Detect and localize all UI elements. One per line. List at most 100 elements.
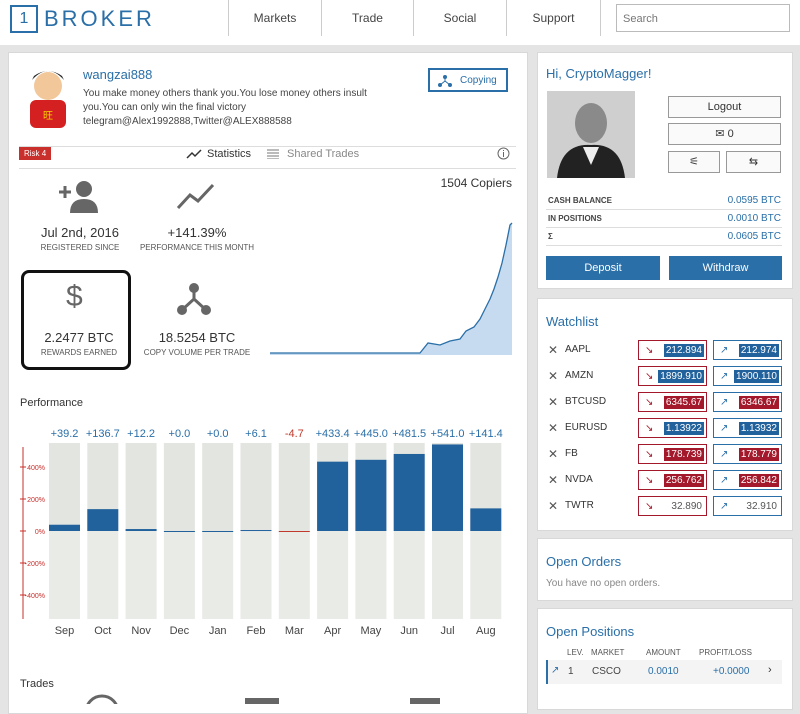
tab[interactable]: Shared Trades xyxy=(287,148,360,160)
bar xyxy=(393,453,425,531)
transfer-button[interactable]: ⇆ xyxy=(726,151,781,173)
panel-title: Open Positions xyxy=(546,624,635,639)
username[interactable]: wangzai888 xyxy=(83,67,153,82)
sell-box[interactable]: ↘ 6345.67 xyxy=(638,392,707,412)
value-label: +445.0 xyxy=(354,428,388,440)
price: 32.890 xyxy=(669,500,704,513)
remove-icon: ✕ xyxy=(548,499,559,513)
svg-text:旺: 旺 xyxy=(43,111,53,122)
stat-label: REWARDS EARNED xyxy=(40,348,118,357)
x-tick-label: Nov xyxy=(131,625,151,637)
position-cell: 0.0010 xyxy=(648,666,679,677)
avatar: 旺 xyxy=(30,71,66,128)
symbol: TWTR xyxy=(565,500,594,511)
withdraw-button[interactable]: Withdraw xyxy=(669,256,782,280)
price: 6346.67 xyxy=(738,396,779,409)
stat-label: PERFORMANCE THIS MONTH xyxy=(139,243,255,252)
balance-label: Σ xyxy=(548,232,553,241)
buy-box[interactable]: ↗ 256.842 xyxy=(713,470,782,490)
column-bg xyxy=(87,531,119,619)
x-tick-label: Oct xyxy=(94,625,111,637)
stat-value: 18.5254 BTC xyxy=(158,330,236,345)
position-cell: CSCO xyxy=(592,666,621,677)
sell-box[interactable]: ↘ 1.13922 xyxy=(638,418,707,438)
position-row[interactable] xyxy=(546,660,782,684)
remove-icon: ✕ xyxy=(548,473,559,487)
copiers: 1504 Copiers xyxy=(440,176,512,190)
nav-item[interactable]: Trade xyxy=(321,0,413,36)
symbol: AMZN xyxy=(565,370,594,381)
section-title: Trades xyxy=(20,678,54,690)
price: 178.779 xyxy=(738,448,779,461)
price: 1900.110 xyxy=(734,370,779,383)
copying-button[interactable]: Copying xyxy=(428,68,508,92)
remove-icon: ✕ xyxy=(548,421,559,435)
trend-icon: ↗ xyxy=(720,475,729,486)
nav-item[interactable]: Markets xyxy=(228,0,321,36)
search-input[interactable]: Search xyxy=(616,4,790,32)
column-header: PROFIT/LOSS xyxy=(699,648,752,657)
bar xyxy=(49,524,80,531)
nav-item[interactable]: Social xyxy=(413,0,506,36)
balance-value: 0.0605 BTC xyxy=(727,231,781,242)
price: 178.739 xyxy=(663,448,704,461)
y-tick-label: -200% xyxy=(25,561,45,568)
tab[interactable]: Statistics xyxy=(207,148,252,160)
column-bg xyxy=(278,443,310,531)
trend-icon: ↗ xyxy=(720,397,729,408)
trend-icon: ↘ xyxy=(645,423,654,434)
sell-box[interactable]: ↘ 32.890 xyxy=(638,496,707,516)
balance-value: 0.0595 BTC xyxy=(727,195,781,206)
message-count: 0 xyxy=(727,128,734,140)
divider xyxy=(19,168,516,169)
buy-box[interactable]: ↗ 178.779 xyxy=(713,444,782,464)
value-label: +433.4 xyxy=(316,428,350,440)
header xyxy=(0,0,800,45)
buy-box[interactable]: ↗ 1.13932 xyxy=(713,418,782,438)
sell-box[interactable]: ↘ 178.739 xyxy=(638,444,707,464)
x-tick-label: Sep xyxy=(55,625,75,637)
column-bg xyxy=(163,531,195,619)
orders-panel xyxy=(537,538,793,601)
logo[interactable]: BROKER xyxy=(44,6,155,31)
x-tick-label: Aug xyxy=(476,625,496,637)
sell-box[interactable]: ↘ 1899.910 xyxy=(638,366,707,386)
icon: $ xyxy=(66,280,83,313)
price: 6345.67 xyxy=(663,396,704,409)
trend-icon: ↗ xyxy=(720,371,729,382)
divider xyxy=(19,146,516,147)
buy-box[interactable]: ↗ 1900.110 xyxy=(713,366,782,386)
bar xyxy=(240,530,272,532)
remove-icon: ✕ xyxy=(548,369,559,383)
logout-button[interactable]: Logout xyxy=(668,96,781,118)
sell-box[interactable]: ↘ 212.894 xyxy=(638,340,707,360)
deposit-button[interactable]: Deposit xyxy=(546,256,660,280)
info-icon[interactable] xyxy=(497,147,510,160)
bio-line: you.You can only win the final victory xyxy=(83,102,247,113)
button-label[interactable]: Copying xyxy=(460,75,497,86)
settings-button[interactable]: ⚟ xyxy=(668,151,720,173)
price: 212.894 xyxy=(663,344,704,357)
buy-box[interactable]: ↗ 6346.67 xyxy=(713,392,782,412)
column-bg xyxy=(125,531,157,619)
sell-box[interactable]: ↘ 256.762 xyxy=(638,470,707,490)
value-label: +136.7 xyxy=(86,428,120,440)
bio-line: telegram@Alex1992888,Twitter@ALEX888588 xyxy=(83,116,292,127)
value-label: +0.0 xyxy=(169,428,191,440)
buy-box[interactable]: ↗ 212.974 xyxy=(713,340,782,360)
price: 1899.910 xyxy=(658,370,704,383)
trend-icon: ↘ xyxy=(645,475,654,486)
balance-value: 0.0010 BTC xyxy=(727,213,781,224)
column-bg xyxy=(393,531,425,619)
messages-button[interactable]: ✉ 0 xyxy=(668,123,781,145)
column-bg xyxy=(202,443,234,531)
trend-icon: ↘ xyxy=(645,449,654,460)
logo-mark[interactable]: 1 xyxy=(10,5,38,33)
buy-box[interactable]: ↗ 32.910 xyxy=(713,496,782,516)
nav-item[interactable]: Support xyxy=(506,0,601,36)
divider xyxy=(546,245,782,246)
column-header: LEV. xyxy=(567,648,584,657)
x-tick-label: May xyxy=(361,625,382,637)
